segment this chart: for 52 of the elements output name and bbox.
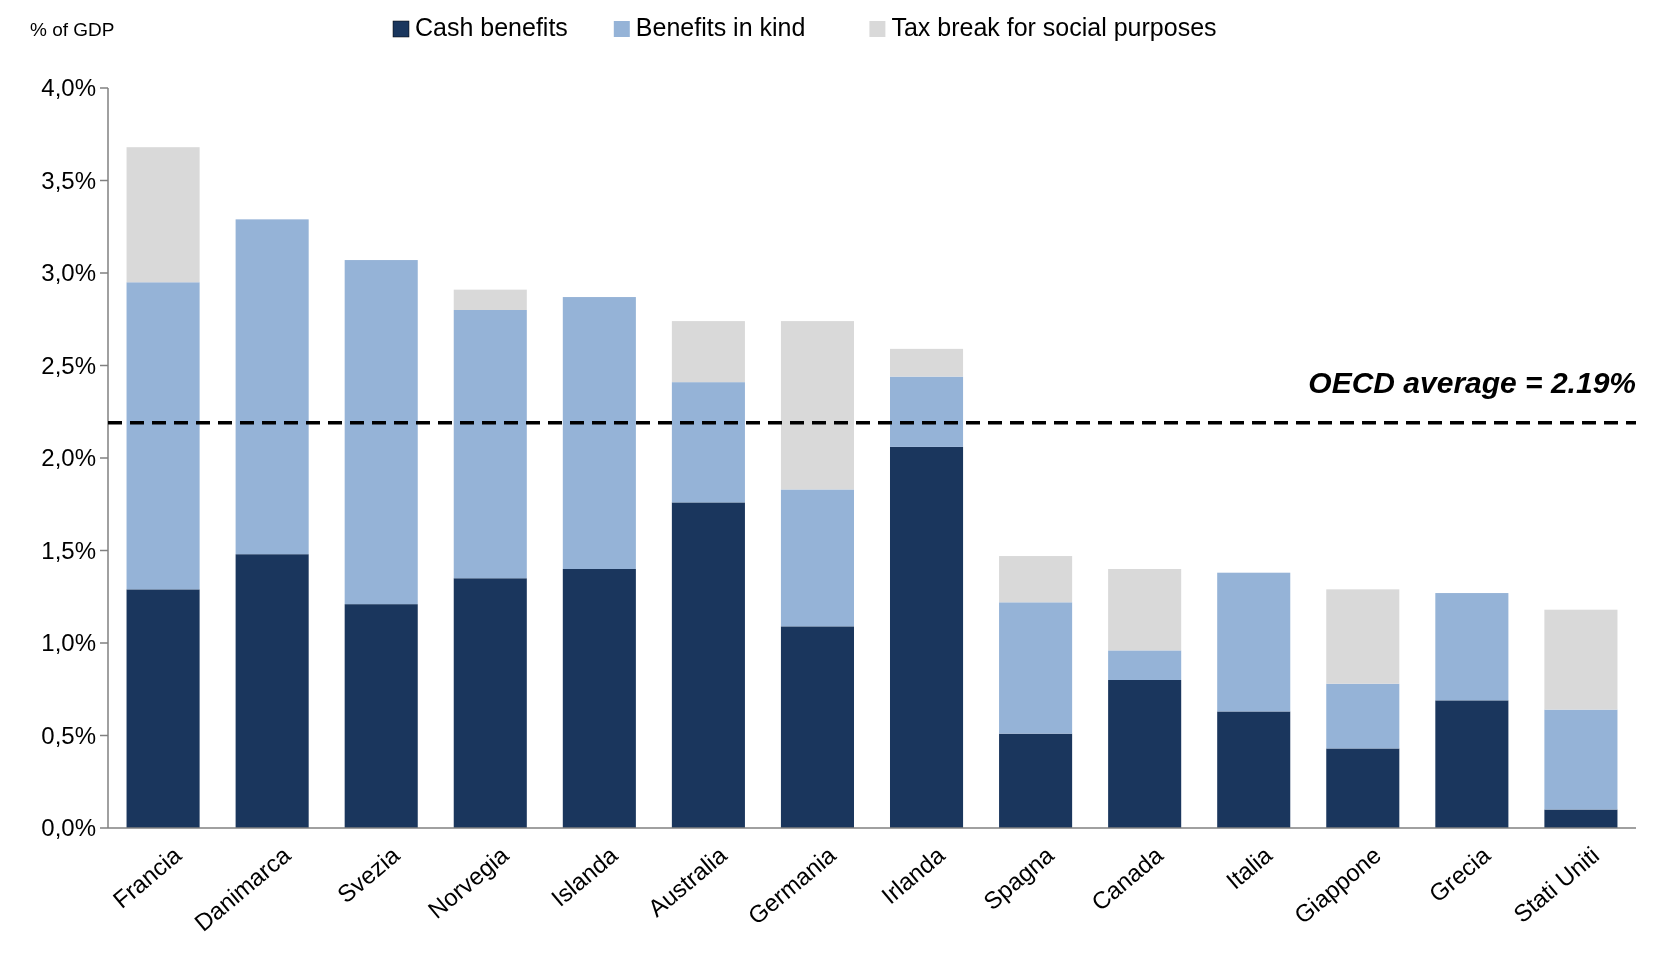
- y-tick-label: 3,0%: [41, 259, 96, 287]
- bar: [890, 446, 964, 828]
- bar: [1544, 609, 1618, 710]
- bar: [1326, 748, 1400, 828]
- bar: [890, 348, 964, 377]
- y-tick-label: 1,0%: [41, 629, 96, 657]
- bar: [999, 602, 1073, 734]
- bar: [235, 554, 309, 828]
- bar: [780, 626, 854, 828]
- bar: [562, 297, 636, 569]
- bar: [1108, 569, 1182, 651]
- bar: [1217, 711, 1291, 828]
- y-tick-label: 0,5%: [41, 721, 96, 749]
- bar: [1108, 650, 1182, 680]
- y-tick-label: 2,5%: [41, 351, 96, 379]
- x-tick-label: Italia: [1220, 840, 1278, 895]
- y-tick-label: 4,0%: [41, 74, 96, 102]
- bar: [1217, 572, 1291, 712]
- bar: [344, 260, 418, 605]
- legend-label: Cash benefits: [415, 13, 568, 41]
- bar: [344, 604, 418, 828]
- ref-line-label: OECD average = 2.19%: [1308, 365, 1636, 399]
- bar: [671, 382, 745, 503]
- bar: [671, 321, 745, 383]
- y-tick-label: 0,0%: [41, 814, 96, 842]
- bar: [1544, 709, 1618, 810]
- bar: [453, 289, 527, 310]
- bar: [453, 578, 527, 828]
- bar: [126, 589, 200, 828]
- bar: [1435, 593, 1509, 701]
- bar: [999, 733, 1073, 828]
- bar: [126, 282, 200, 590]
- bar: [780, 321, 854, 490]
- bar: [126, 147, 200, 283]
- bar: [780, 489, 854, 627]
- bar: [562, 569, 636, 828]
- bar: [1108, 680, 1182, 828]
- y-tick-label: 3,5%: [41, 166, 96, 194]
- y-tick-label: 1,5%: [41, 536, 96, 564]
- legend-label: Tax break for social purposes: [891, 13, 1217, 41]
- bar: [1435, 700, 1509, 828]
- bar: [235, 219, 309, 555]
- bar: [453, 310, 527, 579]
- bar: [671, 502, 745, 828]
- bar: [999, 556, 1073, 603]
- bar: [1326, 589, 1400, 684]
- bar: [1544, 809, 1618, 828]
- bar: [1326, 683, 1400, 749]
- y-tick-label: 2,0%: [41, 444, 96, 472]
- bar: [890, 376, 964, 447]
- y-axis-title: % of GDP: [30, 19, 115, 40]
- legend-label: Benefits in kind: [635, 13, 806, 41]
